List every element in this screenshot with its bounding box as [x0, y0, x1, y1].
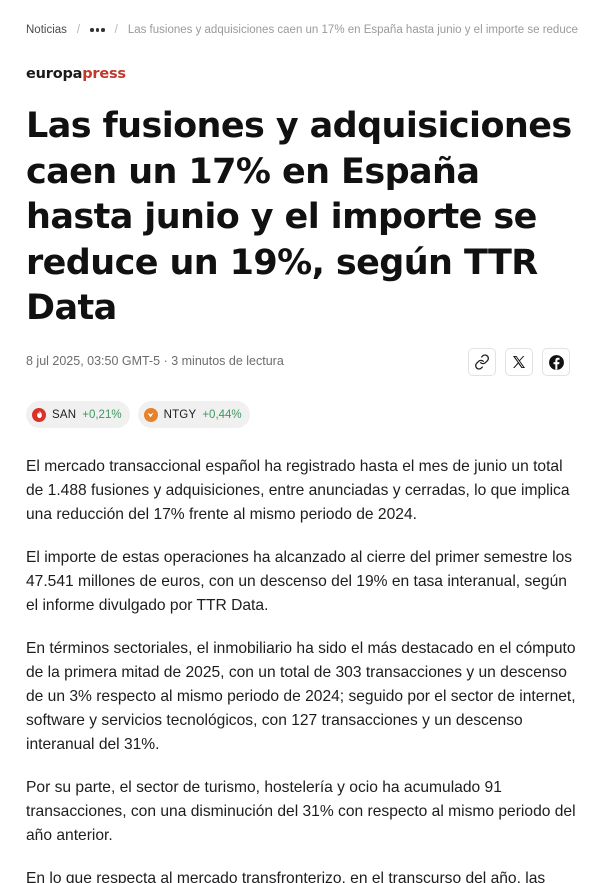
breadcrumb-home-link[interactable]: Noticias	[26, 24, 67, 36]
ticker-chip[interactable]: NTGY +0,44%	[137, 401, 250, 428]
share-facebook-button[interactable]	[542, 348, 570, 376]
flame-icon	[32, 407, 46, 422]
article-meta: 8 jul 2025, 03:50 GMT-5 · 3 minutos de l…	[26, 354, 284, 368]
share-x-button[interactable]	[505, 348, 533, 376]
article-headline: Las fusiones y adquisiciones caen un 17%…	[26, 106, 572, 328]
arrow-logo-icon	[143, 407, 158, 422]
article-body: El mercado transaccional español ha regi…	[26, 455, 582, 883]
article-paragraph: El mercado transaccional español ha regi…	[26, 458, 570, 523]
breadcrumb-separator: /	[76, 24, 81, 36]
brand-part-2: press	[82, 66, 126, 82]
article-paragraph: Por su parte, el sector de turismo, host…	[26, 779, 576, 844]
more-options-icon[interactable]	[90, 28, 105, 32]
ticker-symbol: NTGY	[163, 408, 197, 421]
europapress-logo[interactable]: europapress	[26, 65, 126, 83]
ticker-chip[interactable]: SAN +0,21%	[26, 401, 130, 428]
ticker-change: +0,44%	[202, 408, 242, 421]
share-bar	[468, 348, 570, 376]
article-paragraph: En lo que respecta al mercado transfront…	[26, 870, 546, 883]
related-tickers: SAN +0,21% NTGY +0,44%	[26, 401, 250, 428]
article-paragraph: El importe de estas operaciones ha alcan…	[26, 549, 573, 614]
breadcrumb-separator: /	[114, 24, 118, 36]
copy-link-button[interactable]	[468, 348, 496, 376]
article-paragraph: En términos sectoriales, el inmobiliario…	[26, 640, 576, 753]
breadcrumb-current: Las fusiones y adquisiciones caen un 17%…	[127, 24, 578, 36]
brand-part-1: europa	[26, 66, 83, 82]
x-icon	[513, 356, 525, 368]
link-icon	[475, 354, 489, 370]
breadcrumb: Noticias / / Las fusiones y adquisicione…	[26, 22, 582, 38]
ticker-symbol: SAN	[52, 408, 77, 421]
facebook-icon	[548, 354, 564, 370]
ticker-change: +0,21%	[82, 408, 122, 421]
